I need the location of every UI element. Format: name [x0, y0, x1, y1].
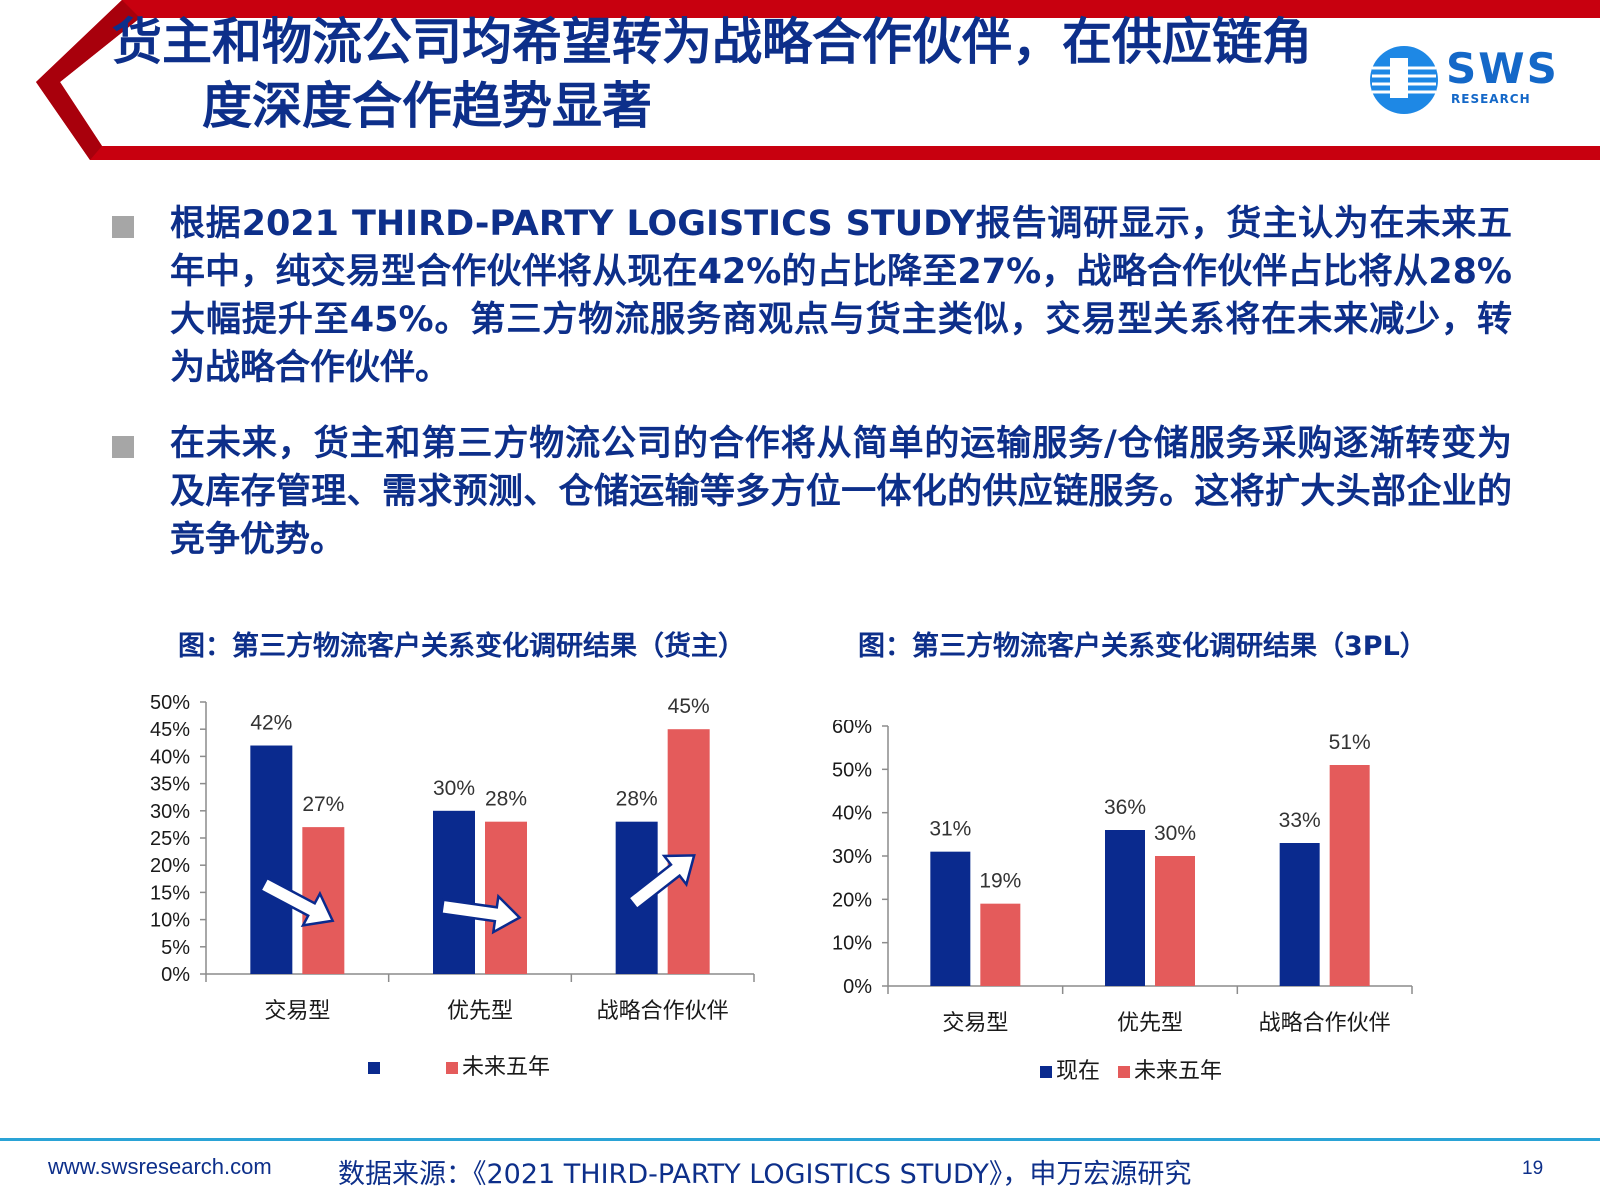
legend-swatch [1118, 1066, 1130, 1078]
header-band [36, 0, 1600, 160]
trend-arrow-icon [258, 876, 335, 928]
page-title: 货主和物流公司均希望转为战略合作伙伴，在供应链角 度深度合作趋势显著 [112, 10, 1412, 138]
y-tick-label: 20% [150, 855, 190, 877]
legend-label: 未来五年 [1134, 1059, 1222, 1084]
bar [1105, 830, 1145, 986]
y-tick-label: 15% [150, 882, 190, 904]
y-tick-label: 50% [832, 759, 872, 781]
legend-swatch [1040, 1066, 1052, 1078]
bullet-text: 在未来，货主和第三方物流公司的合作将从简单的运输服务/仓储服务采购逐渐转变为及库… [170, 424, 1512, 560]
bullet-list: 根据2021 THIRD-PARTY LOGISTICS STUDY报告调研显示… [112, 200, 1512, 592]
y-tick-label: 20% [832, 889, 872, 911]
bar [667, 729, 710, 974]
legend-swatch [368, 1062, 380, 1074]
header-red-frame [36, 0, 1600, 160]
y-tick-label: 25% [150, 828, 190, 850]
data-label: 28% [485, 788, 527, 811]
y-tick-label: 30% [832, 846, 872, 868]
data-label: 19% [979, 870, 1021, 893]
bar [1329, 765, 1370, 986]
x-category-label: 优先型 [1117, 1011, 1183, 1036]
x-category-label: 战略合作伙伴 [1259, 1011, 1391, 1036]
data-label: 33% [1279, 809, 1321, 832]
header-red-chevron [36, 0, 140, 160]
bullet-square-icon [112, 216, 134, 238]
footer-source: 数据来源：《2021 THIRD-PARTY LOGISTICS STUDY》，… [338, 1159, 1192, 1190]
x-category-label: 交易型 [264, 999, 330, 1024]
data-label: 27% [302, 793, 344, 816]
y-tick-label: 35% [150, 774, 190, 796]
data-label: 30% [1154, 822, 1196, 845]
trend-arrow-icon [626, 854, 696, 911]
y-tick-label: 50% [150, 692, 190, 714]
data-label: 31% [929, 818, 971, 841]
chart-3pl: 0% 10% 20% 30% 40% 50% 60% 交易型 31% 19% 优先型 36% 30% 战略… [832, 720, 1413, 1084]
y-tick-label: 10% [832, 933, 872, 955]
legend-swatch [446, 1062, 458, 1074]
legend-label: 未来五年 [462, 1055, 550, 1080]
y-tick-label: 45% [150, 719, 190, 741]
bullet-square-icon [112, 436, 134, 458]
data-label: 30% [433, 777, 475, 800]
bullet-item: 根据2021 THIRD-PARTY LOGISTICS STUDY报告调研显示… [112, 200, 1512, 392]
bar [930, 851, 971, 986]
trend-arrow-icon [439, 893, 522, 935]
chart-title-shipper: 图：第三方物流客户关系变化调研结果（货主） [178, 631, 745, 662]
bar [250, 745, 293, 974]
chart-title-3pl: 图：第三方物流客户关系变化调研结果（3PL） [858, 631, 1427, 662]
y-tick-label: 5% [161, 937, 190, 959]
y-tick-label: 0% [843, 976, 872, 998]
y-tick-label: 0% [161, 964, 190, 986]
bar [433, 810, 475, 974]
data-label: 51% [1329, 731, 1371, 754]
x-category-label: 战略合作伙伴 [597, 999, 729, 1024]
page-number: 19 [1522, 1158, 1544, 1179]
data-label: 36% [1104, 796, 1146, 819]
y-tick-label: 40% [150, 746, 190, 768]
page-title-line2: 度深度合作趋势显著 [202, 76, 652, 135]
bar [980, 903, 1021, 986]
bar [1279, 843, 1320, 986]
page-title-line1: 货主和物流公司均希望转为战略合作伙伴，在供应链角 [112, 12, 1312, 71]
footer-url[interactable]: www.swsresearch.com [48, 1154, 272, 1179]
data-label: 45% [668, 695, 710, 718]
sws-logo-icon [1370, 46, 1438, 114]
bar [485, 821, 527, 974]
y-tick-label: 60% [832, 720, 872, 738]
x-category-label: 优先型 [447, 999, 513, 1024]
y-tick-label: 40% [832, 803, 872, 825]
bullet-text: 根据2021 THIRD-PARTY LOGISTICS STUDY报告调研显示… [170, 204, 1512, 388]
data-label: 42% [250, 712, 292, 735]
logo-text: SWS [1446, 44, 1559, 93]
y-tick-label: 30% [150, 801, 190, 823]
legend-label: 现在 [1056, 1059, 1100, 1084]
x-category-label: 交易型 [942, 1011, 1008, 1036]
y-tick-label: 10% [150, 910, 190, 932]
bullet-item: 在未来，货主和第三方物流公司的合作将从简单的运输服务/仓储服务采购逐渐转变为及库… [112, 420, 1512, 564]
logo-subtext: RESEARCH [1451, 92, 1531, 106]
footer-divider [0, 1138, 1600, 1141]
chart-shipper: 0% 5% 10% 15% 20% 25% 30% 35% 40% 45% 50% 交易型 42% 27%… [150, 692, 755, 1080]
data-label: 28% [616, 788, 658, 811]
bar [1155, 856, 1195, 986]
